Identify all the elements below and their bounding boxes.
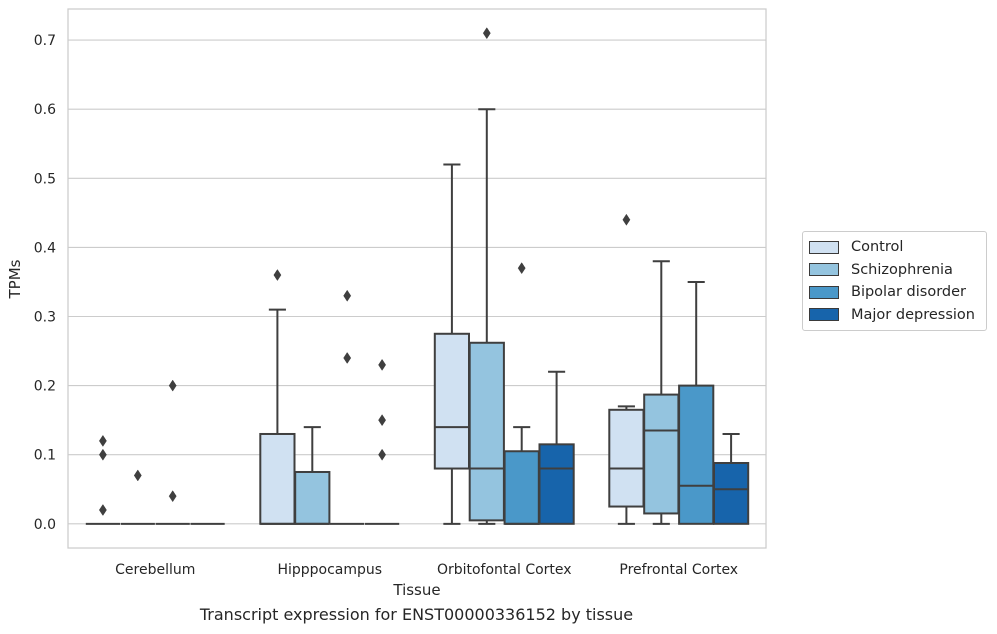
box-control [259,269,296,525]
legend-item: Schizophrenia [803,259,986,282]
x-tick-label: Hipppocampus [277,562,382,578]
box-major-depression [712,432,750,525]
legend-item: Major depression [803,304,986,327]
legend-swatch [809,263,839,277]
y-tick-label: 0.0 [34,517,56,533]
box-bipolar-disorder [678,280,715,525]
x-tick-label: Prefrontal Cortex [619,562,738,578]
outlier-point [482,27,491,40]
box-bipolar-disorder [503,262,540,525]
x-tick-label: Cerebellum [115,562,195,578]
box-body [468,341,505,522]
box-bipolar-disorder [155,379,190,525]
legend-swatch [809,308,839,322]
box-schizophrenia [294,426,331,525]
outlier-point [273,269,282,282]
box-body [608,408,645,508]
outlier-point [343,289,352,302]
legend-label: Major depression [851,306,975,323]
outlier-point [99,434,107,447]
box-major-depression [364,358,400,525]
box-control [85,434,121,525]
outlier-point [168,379,177,392]
y-tick-label: 0.4 [34,240,56,256]
box-body [259,432,296,525]
legend-item: Control [803,236,986,259]
outlier-point [622,213,631,226]
outlier-point [378,414,386,427]
x-tick-labels: Cerebellum Hipppocampus Orbitofontal Corte… [115,562,738,578]
box-body [538,443,575,525]
box-body [433,332,471,470]
outlier-point [99,504,107,516]
box-schizophrenia [468,27,505,525]
box-control [433,163,471,525]
x-axis-label: Tissue [392,581,440,599]
box-body [294,470,331,525]
y-tick-label: 0.5 [34,171,56,187]
box-schizophrenia [120,469,155,525]
y-axis-label: TPMs [6,259,24,299]
outlier-point [99,448,107,461]
outlier-point [378,358,386,371]
outlier-point [517,262,526,275]
chart-caption: Transcript expression for ENST0000033615… [199,605,634,624]
box-body [712,462,750,525]
outlier-point [168,490,177,503]
legend-label: Bipolar disorder [851,284,966,301]
legend-label: Control [851,239,904,256]
y-tick-labels: 0.0 0.1 0.2 0.3 0.4 0.5 0.6 0.7 [34,33,56,533]
outlier-point [343,352,352,364]
outlier-point [378,448,386,461]
boxes-layer [85,27,750,525]
y-tick-label: 0.1 [34,448,56,464]
box-body [503,450,540,525]
legend-item: Bipolar disorder [803,281,986,304]
outlier-point [133,469,142,482]
legend-swatch [809,285,839,299]
legend-swatch [809,240,839,254]
legend-label: Schizophrenia [851,261,953,278]
box-major-depression [538,370,575,525]
y-tick-label: 0.7 [34,33,56,49]
y-tick-label: 0.6 [34,102,56,118]
box-body [678,384,715,525]
y-tick-label: 0.3 [34,310,56,326]
box-body [643,393,680,515]
y-tick-label: 0.2 [34,379,56,395]
box-control [608,213,645,525]
box-bipolar-disorder [330,289,365,525]
plot-area-frame [67,8,767,549]
legend: Control Schizophrenia Bipolar disorder Majo… [802,231,987,331]
x-tick-label: Orbitofontal Cortex [437,562,572,578]
